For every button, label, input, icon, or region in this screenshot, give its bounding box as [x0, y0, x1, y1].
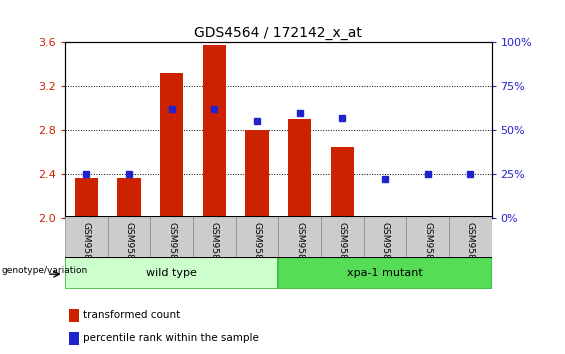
Bar	[75, 178, 98, 218]
Text: genotype/variation: genotype/variation	[1, 267, 88, 275]
Bar	[373, 216, 397, 218]
Bar	[69, 309, 79, 322]
Bar	[331, 147, 354, 218]
Text: GSM958835: GSM958835	[423, 222, 432, 277]
Text: GSM958836: GSM958836	[466, 222, 475, 277]
Text: wild type: wild type	[146, 268, 197, 278]
Bar	[321, 216, 364, 257]
Text: GSM958827: GSM958827	[82, 222, 91, 277]
Text: GSM958834: GSM958834	[380, 222, 389, 277]
Bar	[202, 45, 226, 218]
Text: GSM958831: GSM958831	[253, 222, 262, 277]
Bar	[107, 216, 150, 257]
Bar	[416, 216, 440, 218]
Bar	[364, 216, 406, 257]
Text: GSM958828: GSM958828	[124, 222, 133, 277]
Bar	[449, 216, 492, 257]
Text: GSM958833: GSM958833	[338, 222, 347, 277]
Bar	[65, 257, 278, 289]
Bar	[288, 119, 311, 218]
Title: GDS4564 / 172142_x_at: GDS4564 / 172142_x_at	[194, 26, 362, 40]
Text: percentile rank within the sample: percentile rank within the sample	[83, 333, 259, 343]
Bar	[117, 178, 141, 218]
Text: transformed count: transformed count	[83, 310, 180, 320]
Bar	[458, 216, 482, 218]
Bar	[65, 216, 107, 257]
Bar	[406, 216, 449, 257]
Bar	[150, 216, 193, 257]
Text: GSM958829: GSM958829	[167, 222, 176, 277]
Bar	[69, 332, 79, 345]
Bar	[279, 257, 492, 289]
Text: GSM958830: GSM958830	[210, 222, 219, 277]
Bar	[279, 216, 321, 257]
Text: GSM958832: GSM958832	[295, 222, 304, 277]
Bar	[160, 73, 184, 218]
Bar	[236, 216, 278, 257]
Text: xpa-1 mutant: xpa-1 mutant	[347, 268, 423, 278]
Bar	[245, 130, 269, 218]
Bar	[193, 216, 236, 257]
